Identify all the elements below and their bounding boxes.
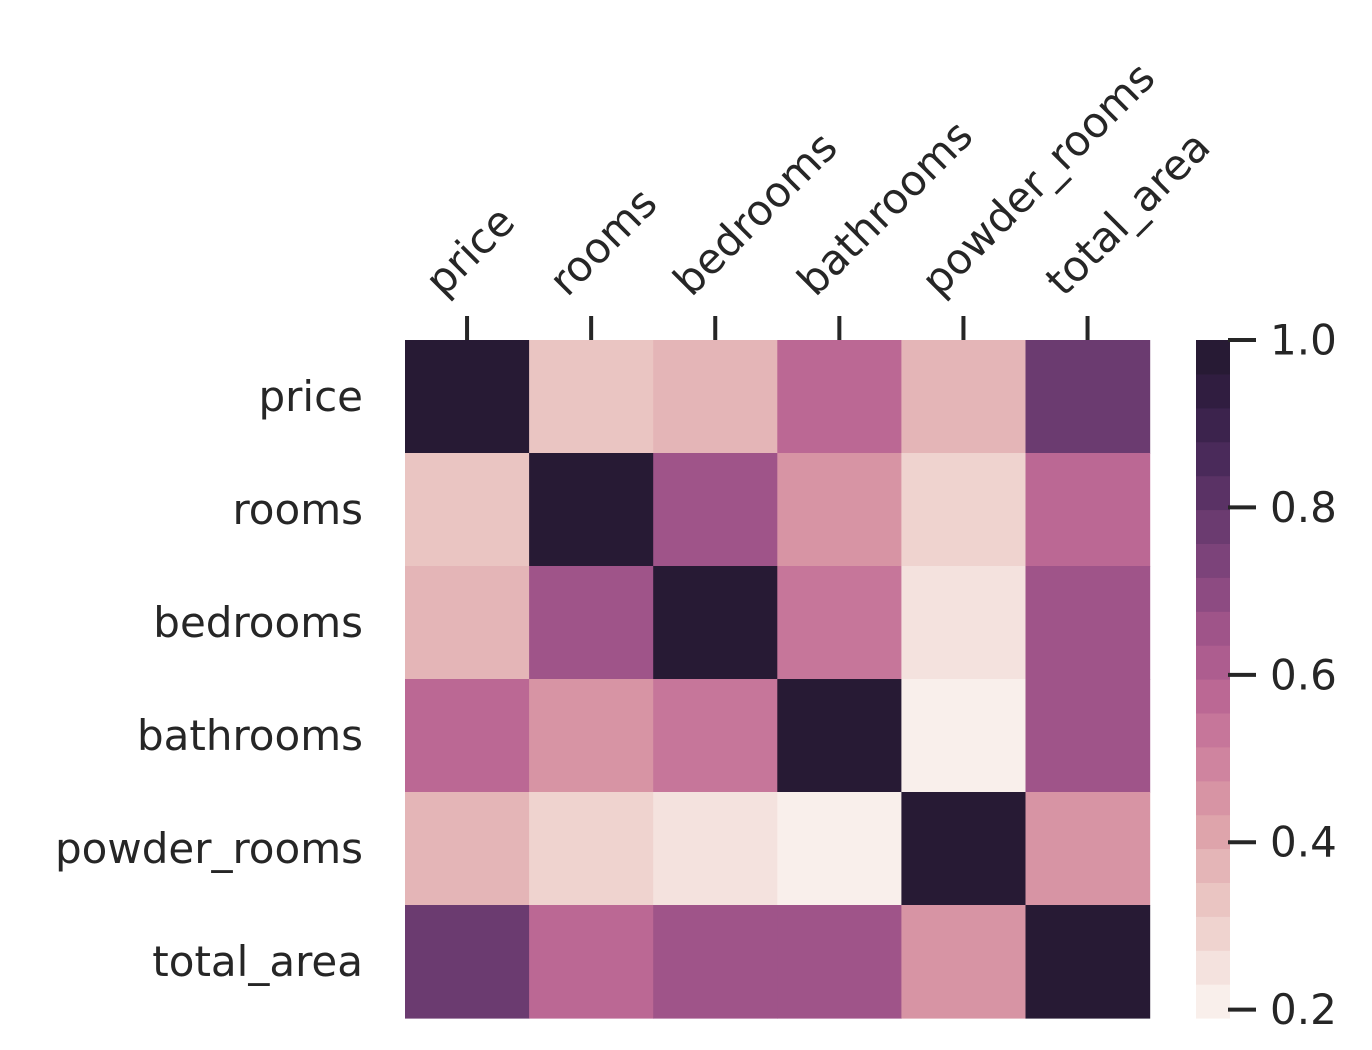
heatmap-cell	[901, 792, 1027, 906]
colorbar-tick-label: 0.8	[1270, 483, 1337, 532]
colorbar-tick-label: 0.6	[1270, 650, 1337, 699]
colorbar-segment	[1196, 882, 1230, 917]
heatmap-cell	[653, 340, 778, 454]
x-tick-label: rooms	[540, 178, 667, 305]
colorbar-segment	[1196, 780, 1230, 816]
heatmap-cell	[901, 340, 1027, 454]
heatmap-cell	[1025, 340, 1151, 454]
heatmap-cell	[777, 679, 902, 793]
heatmap-cell	[901, 905, 1027, 1019]
colorbar-segment	[1196, 340, 1230, 375]
heatmap-cell	[777, 566, 902, 680]
heatmap-cell	[405, 905, 530, 1019]
colorbar-segment	[1196, 577, 1230, 612]
y-tick-label: bathrooms	[137, 711, 363, 760]
heatmap-cell	[1025, 905, 1151, 1019]
heatmap-cell	[777, 453, 902, 567]
colorbar-segment	[1196, 950, 1230, 985]
heatmap-cell	[529, 566, 654, 680]
colorbar-segment	[1196, 814, 1230, 850]
colorbar-segment	[1196, 611, 1230, 646]
heatmap-cell	[777, 340, 902, 454]
heatmap-cell	[901, 453, 1027, 567]
colorbar-segment	[1196, 645, 1230, 680]
heatmap-cell	[901, 679, 1027, 793]
heatmap-cell	[1025, 679, 1151, 793]
heatmap-cell	[1025, 792, 1151, 906]
heatmap-cell	[653, 679, 778, 793]
colorbar-segment	[1196, 746, 1230, 782]
heatmap-cell	[653, 566, 778, 680]
colorbar-tick-label: 0.2	[1270, 985, 1337, 1034]
heatmap-cell	[405, 453, 530, 567]
colorbar-segment	[1196, 679, 1230, 714]
y-axis-ticks: price rooms bedrooms bathrooms powder_roomst…	[55, 372, 363, 986]
heatmap-cells	[405, 340, 1151, 1019]
colorbar-segment	[1196, 441, 1230, 477]
colorbar-segment	[1196, 712, 1230, 748]
heatmap-cell	[901, 566, 1027, 680]
colorbar-segment	[1196, 848, 1230, 883]
y-tick-label: bedrooms	[153, 598, 363, 647]
heatmap-cell	[529, 792, 654, 906]
x-axis-ticks: price roomsbedroomsbathroomspowder_roomst…	[416, 53, 1220, 340]
heatmap-cell	[529, 340, 654, 454]
colorbar-segment	[1196, 475, 1230, 511]
y-tick-label: rooms	[232, 485, 363, 534]
heatmap-cell	[529, 679, 654, 793]
heatmap-cell	[405, 679, 530, 793]
heatmap-cell	[777, 905, 902, 1019]
heatmap-cell	[405, 340, 530, 454]
colorbar-segment	[1196, 407, 1230, 443]
colorbar-segment	[1196, 373, 1230, 409]
colorbar-tick-label: 1.0	[1270, 316, 1337, 365]
heatmap-cell	[1025, 453, 1151, 567]
y-tick-label: total_area	[152, 937, 363, 986]
heatmap-cell	[405, 566, 530, 680]
y-tick-label: powder_rooms	[55, 824, 363, 873]
heatmap-cell	[777, 792, 902, 906]
y-tick-label: price	[258, 372, 363, 421]
colorbar-tick-label: 0.4	[1270, 818, 1337, 867]
heatmap-cell	[1025, 566, 1151, 680]
colorbar-segment	[1196, 984, 1230, 1019]
colorbar-segment	[1196, 509, 1230, 544]
heatmap-cell	[405, 792, 530, 906]
colorbar: 0.2 0.4 0.6 0.8 1.0	[1196, 316, 1337, 1034]
heatmap-cell	[529, 453, 654, 567]
heatmap-cell	[529, 905, 654, 1019]
x-tick-label: price	[416, 197, 525, 306]
colorbar-segment	[1196, 916, 1230, 951]
heatmap-cell	[653, 453, 778, 567]
heatmap-cell	[653, 905, 778, 1019]
heatmap-cell	[653, 792, 778, 906]
colorbar-segment	[1196, 543, 1230, 578]
